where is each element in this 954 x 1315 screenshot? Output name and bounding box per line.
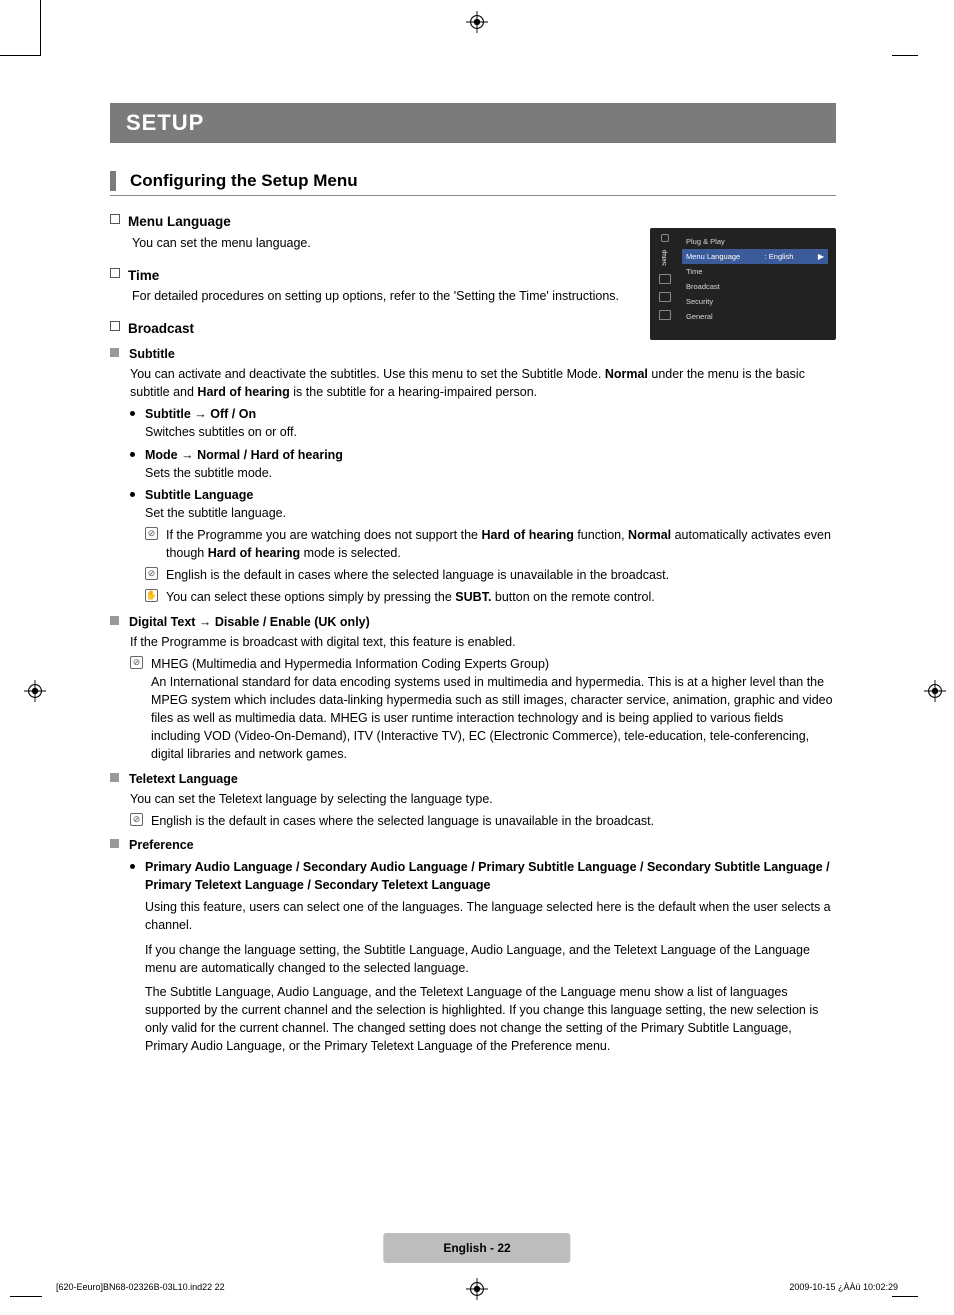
section-title: Menu Language (128, 212, 231, 232)
setup-banner: SETUP (110, 103, 836, 143)
osd-preview: Setup Plug & Play Menu Language : Englis… (650, 228, 836, 340)
heading-text: Configuring the Setup Menu (130, 171, 358, 191)
dot-icon (130, 411, 135, 416)
bullet-item: Primary Audio Language / Secondary Audio… (130, 858, 836, 1055)
osd-item: Plug & Play (682, 234, 828, 249)
dot-icon (130, 452, 135, 457)
osd-icon (659, 274, 671, 284)
paragraph: Using this feature, users can select one… (145, 898, 836, 934)
bullet-label: Subtitle Language (145, 488, 253, 502)
footer-line: [620-Eeuro]BN68-02326B-03L10.ind22 22 20… (56, 1282, 898, 1292)
note-body: An International standard for data encod… (151, 673, 836, 764)
square-bullet-icon (110, 268, 120, 278)
page-footer-pill: English - 22 (383, 1233, 570, 1263)
text: function, (574, 528, 628, 542)
subsection-title: Digital Text → Disable / Enable (UK only… (129, 613, 370, 631)
subsection-title: Preference (129, 836, 194, 854)
osd-item: General (682, 309, 828, 324)
paragraph: If you change the language setting, the … (145, 941, 836, 977)
footer-right: 2009-10-15 ¿ÀÀü 10:02:29 (789, 1282, 898, 1292)
note-icon: ⊘ (145, 527, 158, 540)
heading-accent (110, 171, 116, 191)
subsection-teletext: Teletext Language You can set the Telete… (110, 770, 836, 830)
osd-icon (659, 310, 671, 320)
crop-mark (40, 0, 41, 56)
subsection-digital-text: Digital Text → Disable / Enable (UK only… (110, 613, 836, 764)
paragraph: The Subtitle Language, Audio Language, a… (145, 983, 836, 1056)
text: You can select these options simply by p… (166, 590, 455, 604)
bullet-label: Primary Audio Language / Secondary Audio… (145, 860, 830, 892)
crop-mark (892, 55, 918, 56)
crop-mark (892, 1296, 918, 1297)
text: You can set the Teletext language by sel… (130, 790, 836, 808)
filled-square-icon (110, 773, 119, 782)
text-bold: Hard of hearing (481, 528, 573, 542)
osd-icon (661, 234, 669, 242)
osd-side-label: Setup (662, 250, 668, 266)
text: If the Programme you are watching does n… (166, 528, 481, 542)
subsection-preference: Preference Primary Audio Language / Seco… (110, 836, 836, 1055)
osd-item-selected: Menu Language : English ▶ (682, 249, 828, 264)
bullet-label: Subtitle → Off / On (145, 407, 256, 421)
registration-mark-icon (24, 680, 46, 702)
section-heading: Configuring the Setup Menu (110, 171, 836, 196)
square-bullet-icon (110, 321, 120, 331)
note-text: English is the default in cases where th… (166, 566, 669, 584)
note-icon: ⊘ (130, 813, 143, 826)
dot-icon (130, 864, 135, 869)
footer-left: [620-Eeuro]BN68-02326B-03L10.ind22 22 (56, 1282, 225, 1292)
text-bold: SUBT. (455, 590, 491, 604)
text-bold: Hard of hearing (208, 546, 300, 560)
osd-item: Broadcast (682, 279, 828, 294)
bullet-body: Sets the subtitle mode. (145, 464, 343, 482)
note: ⊘ English is the default in cases where t… (130, 812, 836, 830)
osd-item: Time (682, 264, 828, 279)
subsection-body: You can activate and deactivate the subt… (130, 365, 836, 401)
section-title: Time (128, 266, 159, 286)
note-icon: ⊘ (145, 567, 158, 580)
bullet-label: Mode → Normal / Hard of hearing (145, 448, 343, 462)
text-bold: Hard of hearing (197, 385, 289, 399)
remote-icon: ✋ (145, 589, 158, 602)
square-bullet-icon (110, 214, 120, 224)
crop-mark (0, 55, 40, 56)
note: ✋ You can select these options simply by … (145, 588, 836, 606)
note: ⊘ English is the default in cases where t… (145, 566, 836, 584)
bullet-item: Mode → Normal / Hard of hearing Sets the … (130, 446, 836, 482)
text-bold: Normal (628, 528, 671, 542)
registration-mark-icon (466, 11, 488, 33)
section-title: Broadcast (128, 319, 194, 339)
registration-mark-icon (924, 680, 946, 702)
osd-item: Security (682, 294, 828, 309)
note: ⊘ MHEG (Multimedia and Hypermedia Inform… (130, 655, 836, 764)
text: You can activate and deactivate the subt… (130, 367, 605, 381)
filled-square-icon (110, 839, 119, 848)
bullet-item: Subtitle Language Set the subtitle langu… (130, 486, 836, 607)
text: button on the remote control. (491, 590, 654, 604)
text-bold: Normal (605, 367, 648, 381)
osd-icon (659, 292, 671, 302)
filled-square-icon (110, 348, 119, 357)
bullet-body: Switches subtitles on or off. (145, 423, 297, 441)
bullet-body: Set the subtitle language. (145, 504, 836, 522)
note: ⊘ If the Programme you are watching does … (145, 526, 836, 562)
bullet-item: Subtitle → Off / On Switches subtitles on… (130, 405, 836, 441)
note-icon: ⊘ (130, 656, 143, 669)
osd-item-label: Menu Language (686, 252, 740, 261)
crop-mark (10, 1296, 42, 1297)
subsection-title: Subtitle (129, 345, 175, 363)
note-text: English is the default in cases where th… (151, 812, 654, 830)
subsection-subtitle: Subtitle You can activate and deactivate… (110, 345, 836, 607)
chevron-right-icon: ▶ (818, 252, 824, 261)
dot-icon (130, 492, 135, 497)
osd-item-value: : English (765, 252, 794, 261)
text: is the subtitle for a hearing-impaired p… (290, 385, 537, 399)
note-heading: MHEG (Multimedia and Hypermedia Informat… (151, 655, 836, 673)
text: If the Programme is broadcast with digit… (130, 633, 836, 651)
subsection-title: Teletext Language (129, 770, 238, 788)
text: mode is selected. (300, 546, 401, 560)
filled-square-icon (110, 616, 119, 625)
